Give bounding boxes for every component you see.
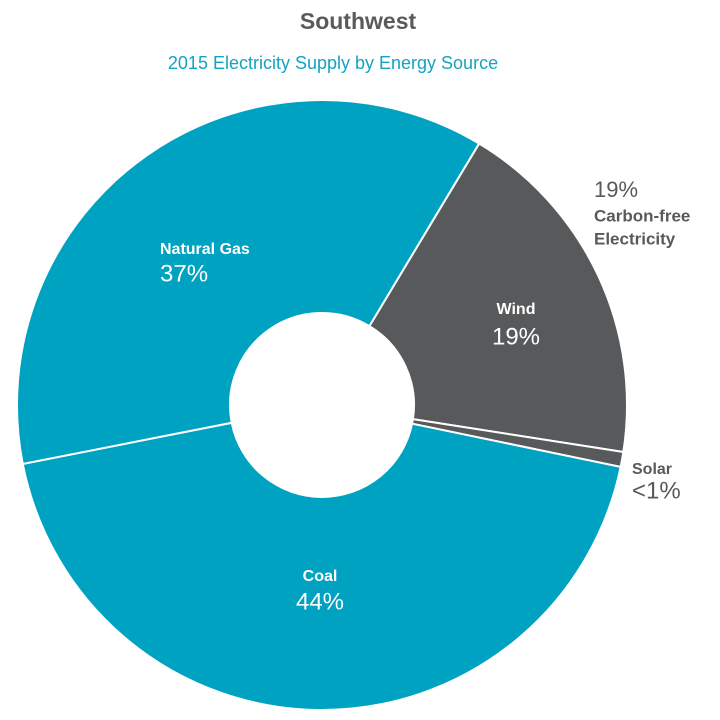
annotation-text: Electricity bbox=[594, 229, 676, 248]
slice-label: Coal bbox=[303, 568, 338, 585]
chart-title: Southwest bbox=[300, 8, 417, 34]
chart-subtitle: 2015 Electricity Supply by Energy Source bbox=[168, 53, 498, 73]
slice-label: Solar bbox=[632, 461, 672, 478]
slice-value: 44% bbox=[296, 588, 344, 615]
donut-slice bbox=[16, 99, 481, 466]
slice-value: <1% bbox=[632, 477, 681, 504]
donut-slice bbox=[21, 421, 622, 711]
slice-value: 37% bbox=[160, 260, 208, 287]
slice-label: Natural Gas bbox=[160, 241, 250, 258]
slice-value: 19% bbox=[492, 323, 540, 350]
annotation-text: Carbon-free bbox=[594, 206, 690, 225]
annotation-value: 19% bbox=[594, 177, 638, 202]
annotation: 19% Carbon-free Electricity bbox=[594, 177, 690, 249]
slice-label: Wind bbox=[497, 301, 536, 318]
